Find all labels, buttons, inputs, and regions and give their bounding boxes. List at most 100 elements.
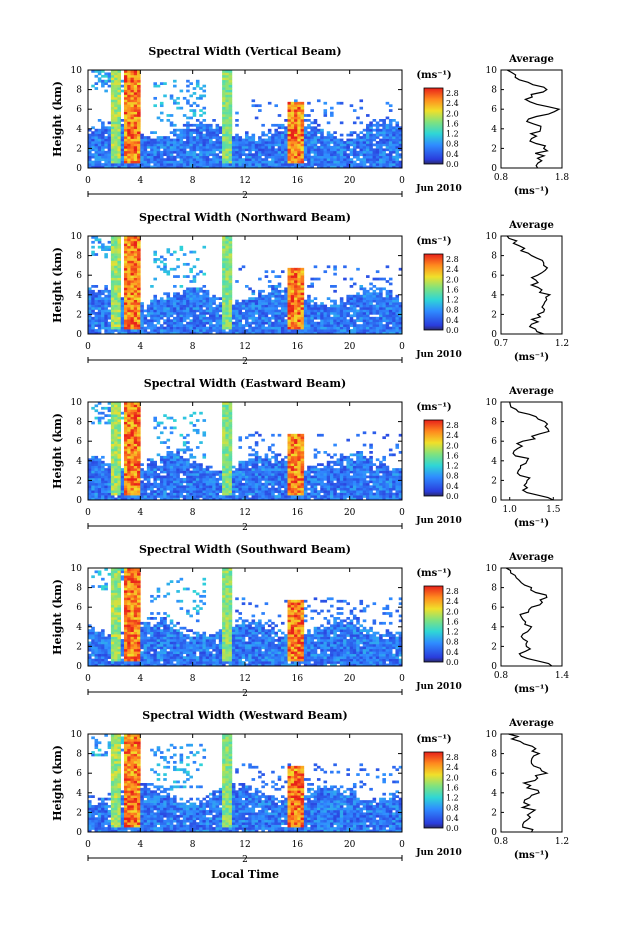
heatmap-cell [107, 485, 112, 489]
heatmap-cell [186, 463, 190, 466]
heatmap-cell [169, 487, 174, 491]
heatmap-cell [91, 455, 95, 459]
heatmap-cell [110, 236, 115, 239]
heatmap-cell [110, 92, 115, 95]
heatmap-cell [382, 163, 386, 166]
heatmap-cell [212, 294, 216, 298]
heatmap-cell [359, 324, 364, 327]
heatmap-cell [123, 431, 128, 435]
heatmap-cell [251, 331, 256, 335]
heatmap-cell [117, 72, 122, 76]
heatmap-cell [326, 321, 331, 325]
heatmap-cell [339, 326, 344, 330]
heatmap-cell [222, 123, 226, 127]
heatmap-cell [251, 314, 256, 318]
heatmap-cell [150, 285, 154, 288]
heatmap-cell [235, 163, 239, 166]
heatmap-cell [173, 485, 177, 489]
heatmap-cell [290, 116, 295, 120]
heatmap-cell [199, 94, 203, 98]
heatmap-cell [372, 331, 377, 335]
heatmap-cell [150, 153, 154, 157]
heatmap-cell [107, 128, 112, 132]
heatmap-cell [271, 324, 275, 327]
heatmap-cell [182, 477, 187, 481]
heatmap-cell [379, 331, 383, 335]
heatmap-cell [379, 309, 383, 313]
heatmap-cell [101, 148, 105, 152]
heatmap-cell [140, 326, 144, 330]
heatmap-cell [110, 482, 115, 486]
heatmap-cell [137, 133, 141, 137]
heatmap-cell [117, 329, 122, 332]
heatmap-cell [104, 487, 108, 491]
heatmap-cell [97, 480, 102, 484]
heatmap-cell [379, 326, 383, 330]
heatmap-cell [248, 163, 252, 166]
heatmap-cell [209, 326, 213, 330]
heatmap-cell [110, 465, 115, 469]
heatmap-cell [186, 470, 190, 474]
heatmap-cell [225, 84, 229, 88]
heatmap-cell [182, 473, 187, 476]
heatmap-cell [189, 487, 193, 491]
heatmap-cell [202, 431, 207, 435]
heatmap-cell [300, 153, 305, 157]
heatmap-cell [166, 463, 171, 466]
heatmap-cell [137, 145, 141, 149]
heatmap-cell [379, 277, 383, 281]
heatmap-cell [130, 480, 135, 484]
heatmap-cell [238, 163, 243, 166]
heatmap-cell [209, 495, 213, 498]
heatmap-cell [173, 131, 177, 134]
heatmap-cell [163, 165, 167, 169]
heatmap-cell [258, 153, 262, 157]
heatmap-cell [101, 311, 105, 315]
heatmap-cell [114, 309, 118, 313]
heatmap-cell [114, 119, 118, 122]
heatmap-cell [117, 307, 122, 310]
heatmap-cell [241, 326, 246, 330]
heatmap-cell [231, 158, 236, 161]
heatmap-cell [290, 160, 295, 164]
heatmap-cell [297, 123, 301, 127]
heatmap-cell [303, 309, 308, 313]
heatmap-cell [228, 324, 233, 327]
heatmap-cell [97, 131, 102, 134]
heatmap-cell [127, 111, 131, 115]
heatmap-cell [297, 292, 301, 296]
heatmap-cell [176, 451, 180, 454]
heatmap-cell [271, 165, 275, 169]
heatmap-cell [133, 114, 138, 117]
heatmap-cell [182, 131, 187, 134]
heatmap-cell [218, 326, 223, 330]
heatmap-cell [133, 126, 138, 130]
heatmap-cell [398, 324, 403, 327]
heatmap-cell [133, 329, 138, 332]
heatmap-cell [137, 136, 141, 139]
heatmap-cell [287, 319, 292, 323]
heatmap-cell [117, 475, 122, 479]
heatmap-cell [202, 111, 207, 115]
heatmap-cell [91, 143, 95, 147]
heatmap-cell [104, 319, 108, 323]
heatmap-cell [166, 119, 171, 122]
heatmap-cell [284, 324, 288, 327]
heatmap-cell [261, 299, 265, 303]
heatmap-cell [97, 316, 102, 320]
heatmap-cell [146, 136, 151, 139]
heatmap-cell [316, 326, 321, 330]
heatmap-cell [277, 138, 282, 142]
heatmap-cell [153, 485, 157, 489]
heatmap-cell [310, 128, 314, 132]
heatmap-cell [117, 92, 122, 95]
heatmap-cell [336, 155, 341, 159]
heatmap-cell [182, 289, 187, 293]
heatmap-cell [375, 163, 380, 166]
heatmap-cell [225, 128, 229, 132]
heatmap-cell [143, 136, 148, 139]
heatmap-cell [176, 487, 180, 491]
heatmap-cell [88, 492, 92, 496]
heatmap-cell [114, 148, 118, 152]
heatmap-cell [120, 297, 125, 300]
